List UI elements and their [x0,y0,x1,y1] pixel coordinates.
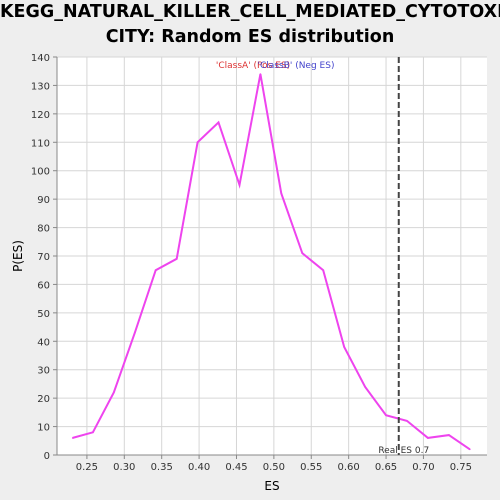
y-tick-label: 100 [31,167,50,178]
y-axis-label: P(ES) [11,240,25,272]
x-tick-label: 0.25 [76,462,98,473]
y-tick-label: 0 [44,451,50,462]
x-tick-label: 0.45 [225,462,247,473]
data-point [281,193,283,195]
data-point [197,141,199,143]
y-tick-label: 40 [37,337,50,348]
x-axis-label: ES [264,479,279,493]
y-tick-label: 90 [37,195,50,206]
data-point [448,434,450,436]
data-point [155,269,157,271]
legend: 'ClassA' (Pos ES)'ClassB' (Neg ES) [216,61,335,71]
data-point [364,386,366,388]
data-point [406,420,408,422]
data-point [72,437,74,439]
real-es-label: Real ES 0.7 [378,446,429,456]
data-point [343,346,345,348]
x-tick-label: 0.60 [338,462,360,473]
data-point [218,122,220,124]
data-point [176,258,178,260]
x-tick-label: 0.75 [450,462,472,473]
x-tick-label: 0.40 [188,462,210,473]
y-tick-label: 20 [37,394,50,405]
y-tick-label: 140 [31,53,50,64]
y-tick-label: 110 [31,138,50,149]
y-tick-label: 50 [37,309,50,320]
data-point [469,449,471,451]
data-point [239,184,241,186]
data-point [385,414,387,416]
data-point [113,392,115,394]
data-point [322,269,324,271]
x-tick-label: 0.65 [375,462,397,473]
x-tick-label: 0.50 [263,462,285,473]
y-tick-label: 30 [37,366,50,377]
data-point [260,73,262,75]
legend-item-classb: 'ClassB' (Neg ES) [258,61,335,71]
x-tick-label: 0.35 [151,462,173,473]
data-point [427,437,429,439]
data-point [134,332,136,334]
x-tick-label: 0.55 [300,462,322,473]
y-tick-label: 120 [31,110,50,121]
x-tick-label: 0.30 [113,462,135,473]
y-tick-label: 10 [37,423,50,434]
data-point [92,431,94,433]
y-tick-label: 70 [37,252,50,263]
y-tick-label: 80 [37,224,50,235]
data-point [301,252,303,254]
y-tick-label: 60 [37,280,50,291]
x-tick-label: 0.70 [412,462,434,473]
y-tick-label: 130 [31,81,50,92]
